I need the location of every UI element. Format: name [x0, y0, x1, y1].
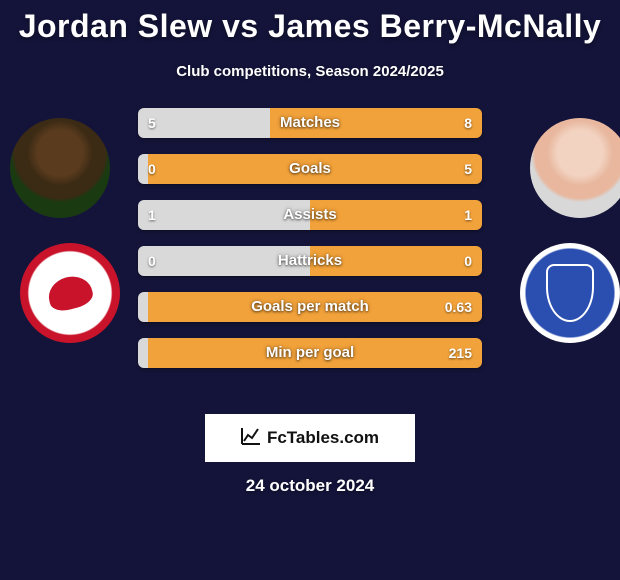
chart-icon	[241, 427, 261, 450]
stat-row: 11Assists	[138, 200, 482, 230]
player-right-avatar	[530, 118, 620, 218]
stat-label: Matches	[138, 108, 482, 138]
club-left-crest	[20, 243, 120, 343]
player-left-avatar	[10, 118, 110, 218]
stat-row: 0.63Goals per match	[138, 292, 482, 322]
stat-label: Assists	[138, 200, 482, 230]
stat-row: 05Goals	[138, 154, 482, 184]
stat-label: Hattricks	[138, 246, 482, 276]
stat-label: Goals per match	[138, 292, 482, 322]
fctables-badge[interactable]: FcTables.com	[205, 414, 415, 462]
subtitle: Club competitions, Season 2024/2025	[0, 63, 620, 80]
comparison-panel: 58Matches 05Goals 11Assists 00Hattricks 0.63…	[0, 108, 620, 408]
page-title: Jordan Slew vs James Berry-McNally	[0, 0, 620, 45]
stat-row: 215Min per goal	[138, 338, 482, 368]
stat-bars: 58Matches 05Goals 11Assists 00Hattricks 0.63…	[138, 108, 482, 384]
stat-label: Min per goal	[138, 338, 482, 368]
stat-label: Goals	[138, 154, 482, 184]
fctables-label: FcTables.com	[267, 428, 379, 448]
stat-row: 58Matches	[138, 108, 482, 138]
club-right-crest	[520, 243, 620, 343]
date-label: 24 october 2024	[0, 476, 620, 496]
stat-row: 00Hattricks	[138, 246, 482, 276]
